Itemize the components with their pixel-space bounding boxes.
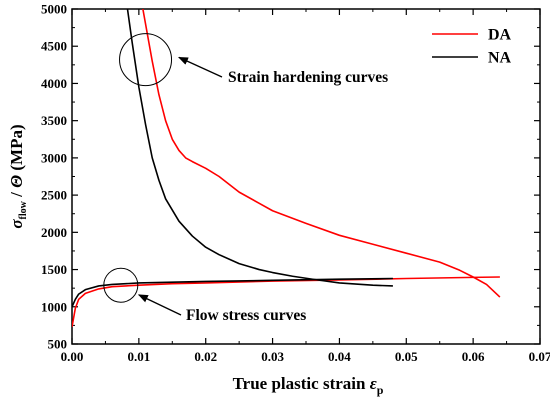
- axes: 0.00 0.01 0.02 0.03 0.04 0.05 0.06 0.07 500 1000 1…: [41, 2, 550, 365]
- y-axis-title-slash: /: [7, 188, 26, 201]
- y-tick-label: 4500: [41, 39, 67, 54]
- series-na-strain-hardening-curve: [126, 9, 393, 287]
- y-tick-label: 1000: [41, 299, 67, 314]
- x-tick-label: 0.05: [395, 349, 418, 364]
- x-axis-title-symbol: ε: [370, 374, 377, 393]
- y-tick-label: 2500: [41, 188, 67, 203]
- annotation-circle: [103, 267, 139, 303]
- y-tick-label: 1500: [41, 262, 67, 277]
- x-tick-label: 0.01: [127, 349, 150, 364]
- x-axis-title-subscript: p: [377, 383, 384, 397]
- y-tick-label: 3000: [41, 150, 67, 165]
- series-da-strain-hardening-curve: [142, 9, 501, 298]
- x-tick-label: 0.03: [261, 349, 284, 364]
- y-axis-title-theta: Θ: [7, 175, 26, 188]
- x-axis-title: True plastic strain εp: [233, 374, 384, 397]
- y-tick-label: 2000: [41, 225, 67, 240]
- legend-label-da: DA: [488, 27, 512, 44]
- x-tick-label: 0.06: [462, 349, 485, 364]
- annotation-arrow: [137, 294, 182, 316]
- x-tick-label: 0.04: [328, 349, 351, 364]
- y-axis-title-subscript: flow: [18, 200, 29, 219]
- annotation-label: Strain hardening curves: [228, 69, 388, 86]
- y-tick-label: 500: [48, 337, 68, 352]
- x-axis-title-main: True plastic strain: [233, 374, 370, 393]
- y-axis-title-sigma: σ: [7, 219, 26, 229]
- x-tick-label: 0.07: [529, 349, 550, 364]
- series-na-flow-stress-curve: [72, 277, 393, 308]
- y-tick-label: 3500: [41, 113, 67, 128]
- y-tick-label: 4000: [41, 76, 67, 91]
- y-tick-label: 5000: [41, 2, 67, 17]
- annotation-arrow: [178, 56, 223, 78]
- plot-series: [72, 9, 501, 328]
- y-axis-title: σflow / Θ (MPa): [7, 124, 29, 228]
- series-da-flow-stress-curve: [72, 276, 500, 328]
- annotation-circle: [119, 33, 173, 87]
- axis-titles: True plastic strain εp σflow / Θ (MPa): [7, 124, 384, 397]
- y-axis-title-unit: (MPa): [7, 124, 26, 175]
- x-tick-label: 0.00: [61, 349, 84, 364]
- annotations: Strain hardening curves Flow stress curve…: [103, 33, 388, 324]
- legend-label-na: NA: [488, 50, 512, 67]
- x-tick-label: 0.02: [194, 349, 217, 364]
- plot-frame: [71, 8, 541, 345]
- legend: DA NA: [432, 27, 512, 67]
- annotation-label: Flow stress curves: [186, 307, 306, 324]
